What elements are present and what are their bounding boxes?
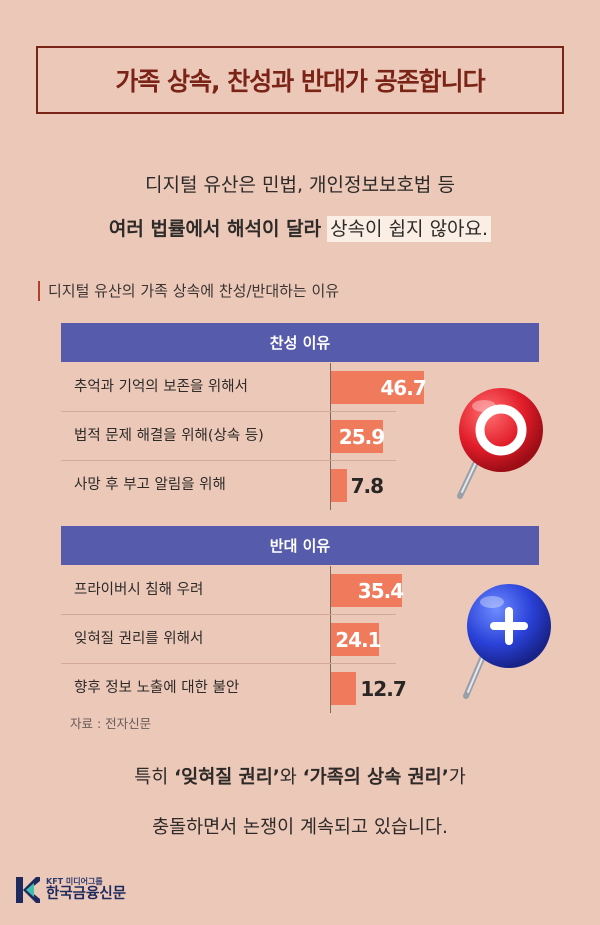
title-box: 가족 상속, 찬성과 반대가 공존합니다 bbox=[36, 46, 564, 114]
value-label: 12.7 bbox=[360, 677, 406, 701]
agree-rows: 추억과 기억의 보존을 위해서 46.7 법적 문제 해결을 위해(상속 등) 25.… bbox=[61, 363, 427, 510]
chart-row: 프라이버시 침해 우려 35.4 bbox=[61, 566, 404, 615]
chart-row: 사망 후 부고 알림을 위해 7.8 bbox=[61, 461, 396, 510]
chart-title: 디지털 유산의 가족 상속에 찬성/반대하는 이유 bbox=[38, 281, 339, 301]
oppose-header: 반대 이유 bbox=[61, 526, 539, 565]
category-label: 잊혀질 권리를 위해서 bbox=[74, 631, 204, 647]
category-label: 법적 문제 해결을 위해(상속 등) bbox=[74, 428, 264, 444]
conclusion-quote-1: ‘잊혀질 권리’ bbox=[174, 767, 280, 788]
value-label: 24.1 bbox=[335, 628, 381, 652]
conclusion-line-2: 충돌하면서 논쟁이 계속되고 있습니다. bbox=[152, 817, 448, 838]
bar bbox=[331, 672, 357, 705]
oppose-axis bbox=[330, 566, 331, 713]
logo-mark-icon bbox=[16, 877, 40, 903]
logo: KFT 미디어그룹 한국금융신문 bbox=[14, 875, 126, 905]
pin-circle-icon bbox=[457, 388, 543, 499]
category-label: 추억과 기억의 보존을 위해서 bbox=[74, 379, 248, 395]
conclusion-part-3: 가 bbox=[448, 767, 466, 788]
conclusion-part-2: 와 bbox=[279, 767, 303, 788]
chart-row: 법적 문제 해결을 위해(상속 등) 25.9 bbox=[61, 412, 396, 461]
source-note: 자료 : 전자신문 bbox=[70, 716, 152, 731]
conclusion-line-1: 특히 ‘잊혀질 권리’와 ‘가족의 상속 권리’가 bbox=[0, 763, 600, 789]
chart-row: 향후 정보 노출에 대한 불안 12.7 bbox=[61, 664, 407, 713]
category-label: 향후 정보 노출에 대한 불안 bbox=[74, 680, 240, 696]
oppose-rows: 프라이버시 침해 우려 35.4 잊혀질 권리를 위해서 24.1 향후 정보 노출에 … bbox=[61, 566, 407, 713]
category-label: 사망 후 부고 알림을 위해 bbox=[74, 477, 226, 493]
agree-axis bbox=[330, 363, 331, 510]
chart-row: 잊혀질 권리를 위해서 24.1 bbox=[61, 615, 396, 664]
value-label: 46.7 bbox=[380, 376, 426, 400]
category-label: 프라이버시 침해 우려 bbox=[74, 582, 204, 598]
intro-line-1: 디지털 유산은 민법, 개인정보보호법 등 bbox=[145, 174, 455, 196]
logo-name: 한국금융신문 bbox=[46, 886, 127, 902]
value-label: 25.9 bbox=[338, 425, 385, 449]
page-title: 가족 상속, 찬성과 반대가 공존합니다 bbox=[115, 67, 485, 96]
pin-cross-icon bbox=[463, 584, 551, 699]
bar bbox=[331, 469, 347, 502]
intro-bold: 여러 법률에서 해석이 달라 bbox=[108, 218, 322, 240]
intro-highlight: 상속이 쉽지 않아요. bbox=[327, 216, 492, 242]
chart-row: 추억과 기억의 보존을 위해서 46.7 bbox=[61, 363, 427, 412]
conclusion-quote-2: ‘가족의 상속 권리’ bbox=[302, 767, 449, 788]
bar bbox=[331, 420, 383, 453]
value-label: 35.4 bbox=[357, 579, 404, 603]
conclusion-part-1: 특히 bbox=[134, 767, 175, 788]
bar bbox=[331, 623, 380, 656]
intro-line-2: 여러 법률에서 해석이 달라 상속이 쉽지 않아요. bbox=[0, 214, 600, 242]
bar bbox=[331, 574, 402, 607]
agree-header: 찬성 이유 bbox=[61, 323, 539, 362]
value-label: 7.8 bbox=[350, 474, 384, 498]
bar bbox=[331, 371, 425, 404]
logo-subtitle: KFT 미디어그룹 bbox=[46, 877, 103, 886]
